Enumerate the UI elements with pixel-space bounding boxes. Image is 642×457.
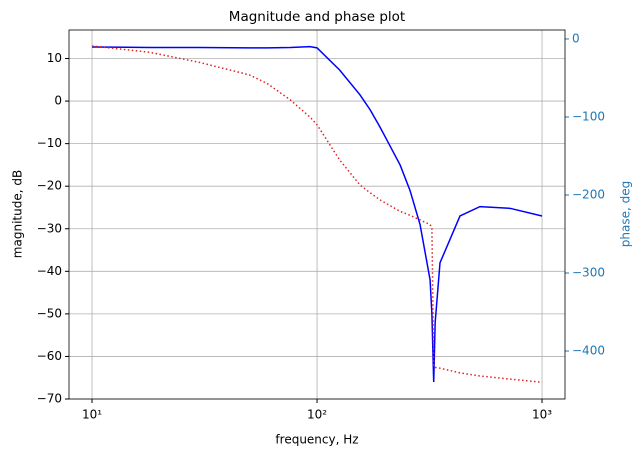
series-line [92,45,543,382]
chart-title: Magnitude and phase plot [229,9,405,25]
y-tick-label: 10 [47,51,62,65]
y-tick-label: −10 [37,136,62,150]
y2-tick-label: 0 [572,31,580,45]
x-tick-label: 10¹ [82,408,102,422]
y-tick-label: −70 [37,392,62,406]
y2-tick-label: −300 [572,266,605,280]
y2-tick-label: −100 [572,109,605,123]
y2-axis-label: phase, deg [619,181,633,247]
y-tick-label: −40 [37,264,62,278]
y2-tick-label: −200 [572,187,605,201]
series-line [91,45,543,383]
y-tick-label: −30 [37,221,62,235]
plot-frame [68,29,566,400]
y-axis-label: magnitude, dB [11,170,25,258]
y-tick-label: −20 [37,179,62,193]
y-tick-label: −60 [37,349,62,363]
x-axis-label: frequency, Hz [275,433,358,447]
y2-tick-label: −400 [572,344,605,358]
x-tick-label: 10³ [532,408,552,422]
x-tick-label: 10² [307,408,327,422]
y-tick-label: 0 [54,94,62,108]
y-tick-label: −50 [37,306,62,320]
